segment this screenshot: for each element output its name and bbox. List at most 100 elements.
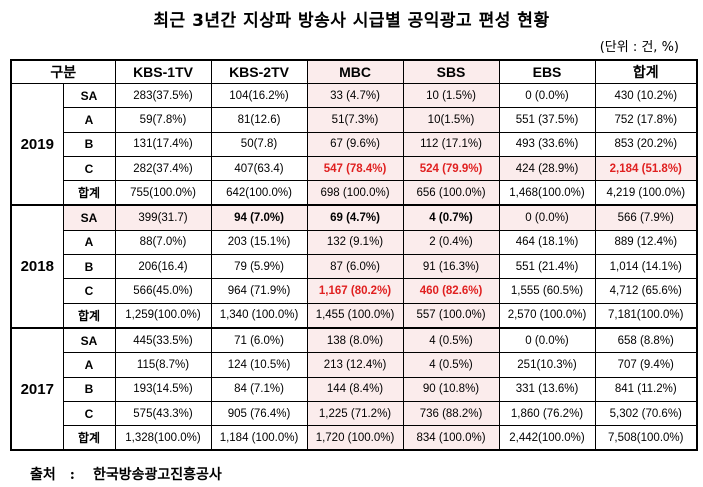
table-row: 2017 SA 445(33.5%) 71 (6.0%) 138 (8.0%) 4 (0.…	[10, 326, 698, 451]
grade-cell: B	[62, 376, 116, 402]
cell-sbs: 91 (16.3%)	[402, 254, 500, 280]
grade-cell: 합계	[62, 180, 116, 206]
cell-sbs: 10 (1.5%)	[402, 82, 500, 109]
table-row: 합계 1,328(100.0%) 1,184 (100.0%) 1,720 (100.…	[11, 425, 698, 451]
cell-mbc: 69 (4.7%)	[306, 204, 404, 231]
cell-total: 841 (11.2%)	[594, 376, 698, 402]
cell-kbs1: 566(45.0%)	[114, 278, 212, 304]
grade-cell: SA	[62, 326, 116, 354]
cell-kbs1: 59(7.8%)	[114, 107, 212, 133]
cell-sbs: 2 (0.4%)	[402, 229, 500, 256]
cell-mbc: 132 (9.1%)	[306, 229, 404, 256]
cell-total: 430 (10.2%)	[594, 82, 698, 109]
cell-ebs: 251(10.3%)	[498, 352, 596, 378]
cell-total: 7,181(100.0%)	[594, 302, 698, 329]
cell-mbc: 547 (78.4%)	[306, 155, 404, 182]
grade-cell: A	[62, 352, 116, 378]
source-label: 출처	[30, 467, 56, 483]
cell-ebs: 1,860 (76.2%)	[498, 400, 596, 427]
header-kbs1: KBS-1TV	[114, 59, 212, 84]
cell-kbs1: 755(100.0%)	[114, 180, 212, 206]
header-sbs: SBS	[402, 59, 500, 84]
cell-sbs: 557 (100.0%)	[402, 302, 500, 329]
table-row: 2019 SA 283(37.5%) 104(16.2%) 33 (4.7%) 10 (1…	[10, 82, 698, 206]
cell-mbc: 138 (8.0%)	[306, 326, 404, 354]
header-row: 구분 KBS-1TV KBS-2TV MBC SBS EBS 합계	[10, 59, 698, 84]
grade-cell: SA	[62, 204, 116, 231]
cell-ebs: 424 (28.9%)	[498, 155, 596, 182]
cell-mbc: 1,167 (80.2%)	[306, 278, 404, 304]
grade-cell: SA	[62, 82, 116, 109]
grade-cell: B	[62, 254, 116, 280]
table-row: B 131(17.4%) 50(7.8) 67 (9.6%) 112 (17.1%) 49…	[11, 131, 698, 157]
cell-ebs: 2,442(100.0%)	[498, 425, 596, 451]
cell-ebs: 551 (37.5%)	[498, 107, 596, 133]
table-row: 2018 SA 399(31.7) 94 (7.0%) 69 (4.7%) 4 (0.7%…	[10, 204, 698, 329]
grade-cell: A	[62, 229, 116, 256]
cell-kbs1: 193(14.5%)	[114, 376, 212, 402]
table-row: B 206(16.4) 79 (5.9%) 87 (6.0%) 91 (16.3%) 55…	[11, 254, 698, 280]
cell-sbs: 4 (0.5%)	[402, 352, 500, 378]
cell-kbs1: 131(17.4%)	[114, 131, 212, 157]
table-row: B 193(14.5%) 84 (7.1%) 144 (8.4%) 90 (10.8%)…	[11, 376, 698, 402]
cell-ebs: 331 (13.6%)	[498, 376, 596, 402]
cell-kbs2: 50(7.8)	[210, 131, 308, 157]
cell-ebs: 0 (0.0%)	[498, 326, 596, 354]
cell-kbs2: 81(12.6)	[210, 107, 308, 133]
header-ebs: EBS	[498, 59, 596, 84]
cell-mbc: 213 (12.4%)	[306, 352, 404, 378]
unit-label: (단위 : 건, %)	[599, 40, 679, 55]
cell-kbs2: 71 (6.0%)	[210, 326, 308, 354]
grade-cell: C	[62, 278, 116, 304]
header-category: 구분	[10, 59, 116, 84]
cell-kbs1: 283(37.5%)	[114, 82, 212, 109]
header-total: 합계	[594, 59, 698, 84]
cell-ebs: 0 (0.0%)	[498, 82, 596, 109]
cell-kbs1: 1,328(100.0%)	[114, 425, 212, 451]
cell-total: 5,302 (70.6%)	[594, 400, 698, 427]
cell-total: 566 (7.9%)	[594, 204, 698, 231]
cell-sbs: 524 (79.9%)	[402, 155, 500, 182]
cell-sbs: 10(1.5%)	[402, 107, 500, 133]
cell-kbs2: 642(100.0%)	[210, 180, 308, 206]
cell-ebs: 2,570 (100.0%)	[498, 302, 596, 329]
cell-sbs: 736 (88.2%)	[402, 400, 500, 427]
cell-ebs: 493 (33.6%)	[498, 131, 596, 157]
cell-kbs2: 104(16.2%)	[210, 82, 308, 109]
grade-cell: 합계	[62, 425, 116, 451]
cell-kbs1: 575(43.3%)	[114, 400, 212, 427]
cell-kbs2: 94 (7.0%)	[210, 204, 308, 231]
grade-cell: C	[62, 400, 116, 427]
cell-kbs2: 124 (10.5%)	[210, 352, 308, 378]
cell-mbc: 67 (9.6%)	[306, 131, 404, 157]
cell-kbs2: 407(63.4)	[210, 155, 308, 182]
cell-sbs: 834 (100.0%)	[402, 425, 500, 451]
cell-total: 752 (17.8%)	[594, 107, 698, 133]
cell-total: 889 (12.4%)	[594, 229, 698, 256]
source-line: 출처: 한국방송광고진흥공사	[30, 464, 222, 484]
page-title: 최근 3년간 지상파 방송사 시급별 공익광고 편성 현황	[153, 11, 550, 31]
cell-total: 658 (8.8%)	[594, 326, 698, 354]
table-row: 합계 1,259(100.0%) 1,340 (100.0%) 1,455 (100.…	[11, 302, 698, 329]
cell-total: 4,219 (100.0%)	[594, 180, 698, 206]
cell-total: 707 (9.4%)	[594, 352, 698, 378]
cell-sbs: 4 (0.7%)	[402, 204, 500, 231]
cell-ebs: 551 (21.4%)	[498, 254, 596, 280]
cell-kbs1: 206(16.4)	[114, 254, 212, 280]
table-row: C 566(45.0%) 964 (71.9%) 1,167 (80.2%) 460 (…	[11, 278, 698, 304]
cell-mbc: 1,720 (100.0%)	[306, 425, 404, 451]
cell-mbc: 51(7.3%)	[306, 107, 404, 133]
source-colon: :	[69, 467, 75, 483]
cell-sbs: 460 (82.6%)	[402, 278, 500, 304]
cell-sbs: 90 (10.8%)	[402, 376, 500, 402]
cell-kbs2: 203 (15.1%)	[210, 229, 308, 256]
table-row: C 575(43.3%) 905 (76.4%) 1,225 (71.2%) 736 (…	[11, 400, 698, 427]
table-row: C 282(37.4%) 407(63.4) 547 (78.4%) 524 (79.9…	[11, 155, 698, 182]
data-table: 구분 KBS-1TV KBS-2TV MBC SBS EBS 합계 2019 SA…	[10, 59, 699, 452]
cell-kbs1: 115(8.7%)	[114, 352, 212, 378]
cell-mbc: 144 (8.4%)	[306, 376, 404, 402]
year-cell: 2018	[10, 204, 64, 329]
header-mbc: MBC	[306, 59, 404, 84]
source-value: 한국방송광고진흥공사	[92, 467, 222, 483]
cell-ebs: 1,555 (60.5%)	[498, 278, 596, 304]
